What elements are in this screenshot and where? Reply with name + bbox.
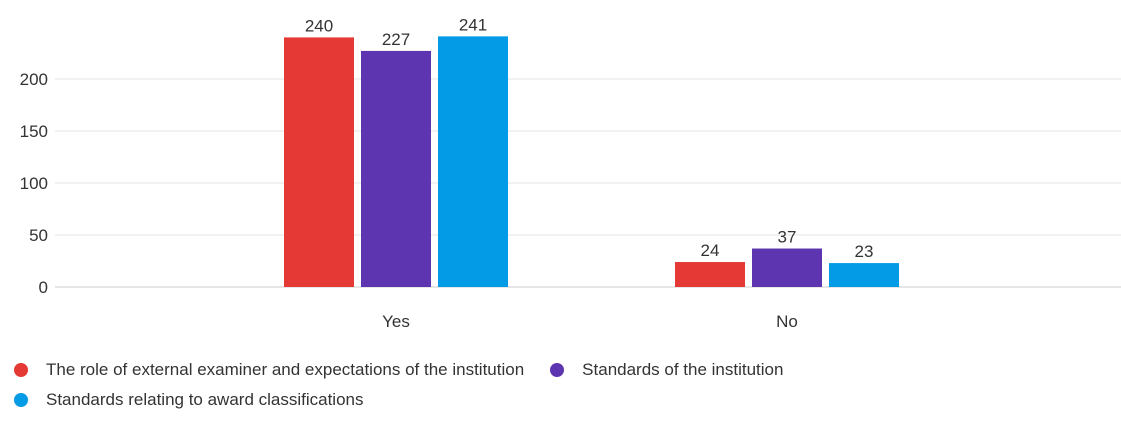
bar-chart: 0 50 100 150 200 240 227 241 24 37 23 Yes No [0, 0, 1121, 345]
legend-swatch [550, 363, 564, 377]
y-tick-label: 200 [20, 70, 48, 89]
x-axis-ticks: Yes No [382, 312, 798, 331]
bars [284, 36, 899, 287]
x-tick-label: Yes [382, 312, 410, 331]
legend-label: The role of external examiner and expect… [46, 360, 524, 380]
legend-swatch [14, 393, 28, 407]
bar [675, 262, 745, 287]
bar-value-label: 241 [459, 15, 487, 34]
legend-label: Standards of the institution [582, 360, 783, 380]
y-tick-label: 50 [29, 226, 48, 245]
gridlines [55, 79, 1121, 287]
bar [829, 263, 899, 287]
x-tick-label: No [776, 312, 798, 331]
legend-label: Standards relating to award classificati… [46, 390, 364, 410]
legend: The role of external examiner and expect… [14, 355, 1104, 415]
bar [752, 249, 822, 287]
y-tick-label: 150 [20, 122, 48, 141]
bar [284, 37, 354, 287]
bar [361, 51, 431, 287]
bar-value-label: 240 [305, 16, 333, 35]
y-tick-label: 0 [39, 278, 48, 297]
y-axis-ticks: 0 50 100 150 200 [20, 70, 48, 297]
legend-item: Standards of the institution [550, 355, 783, 385]
bar-value-label: 23 [855, 242, 874, 261]
bar-value-label: 37 [778, 228, 797, 247]
bar-value-label: 24 [701, 241, 720, 260]
bar [438, 36, 508, 287]
legend-item: The role of external examiner and expect… [14, 355, 524, 385]
bar-value-label: 227 [382, 30, 410, 49]
y-tick-label: 100 [20, 174, 48, 193]
legend-swatch [14, 363, 28, 377]
legend-item: Standards relating to award classificati… [14, 385, 364, 415]
